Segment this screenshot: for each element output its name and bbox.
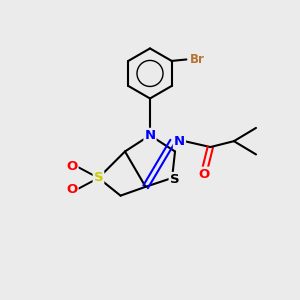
- Text: N: N: [144, 129, 156, 142]
- Text: N: N: [174, 135, 185, 148]
- Text: O: O: [66, 160, 78, 173]
- Text: O: O: [199, 168, 210, 181]
- Text: S: S: [169, 173, 179, 186]
- Text: O: O: [66, 183, 78, 196]
- Text: S: S: [94, 172, 103, 184]
- Text: Br: Br: [190, 53, 205, 66]
